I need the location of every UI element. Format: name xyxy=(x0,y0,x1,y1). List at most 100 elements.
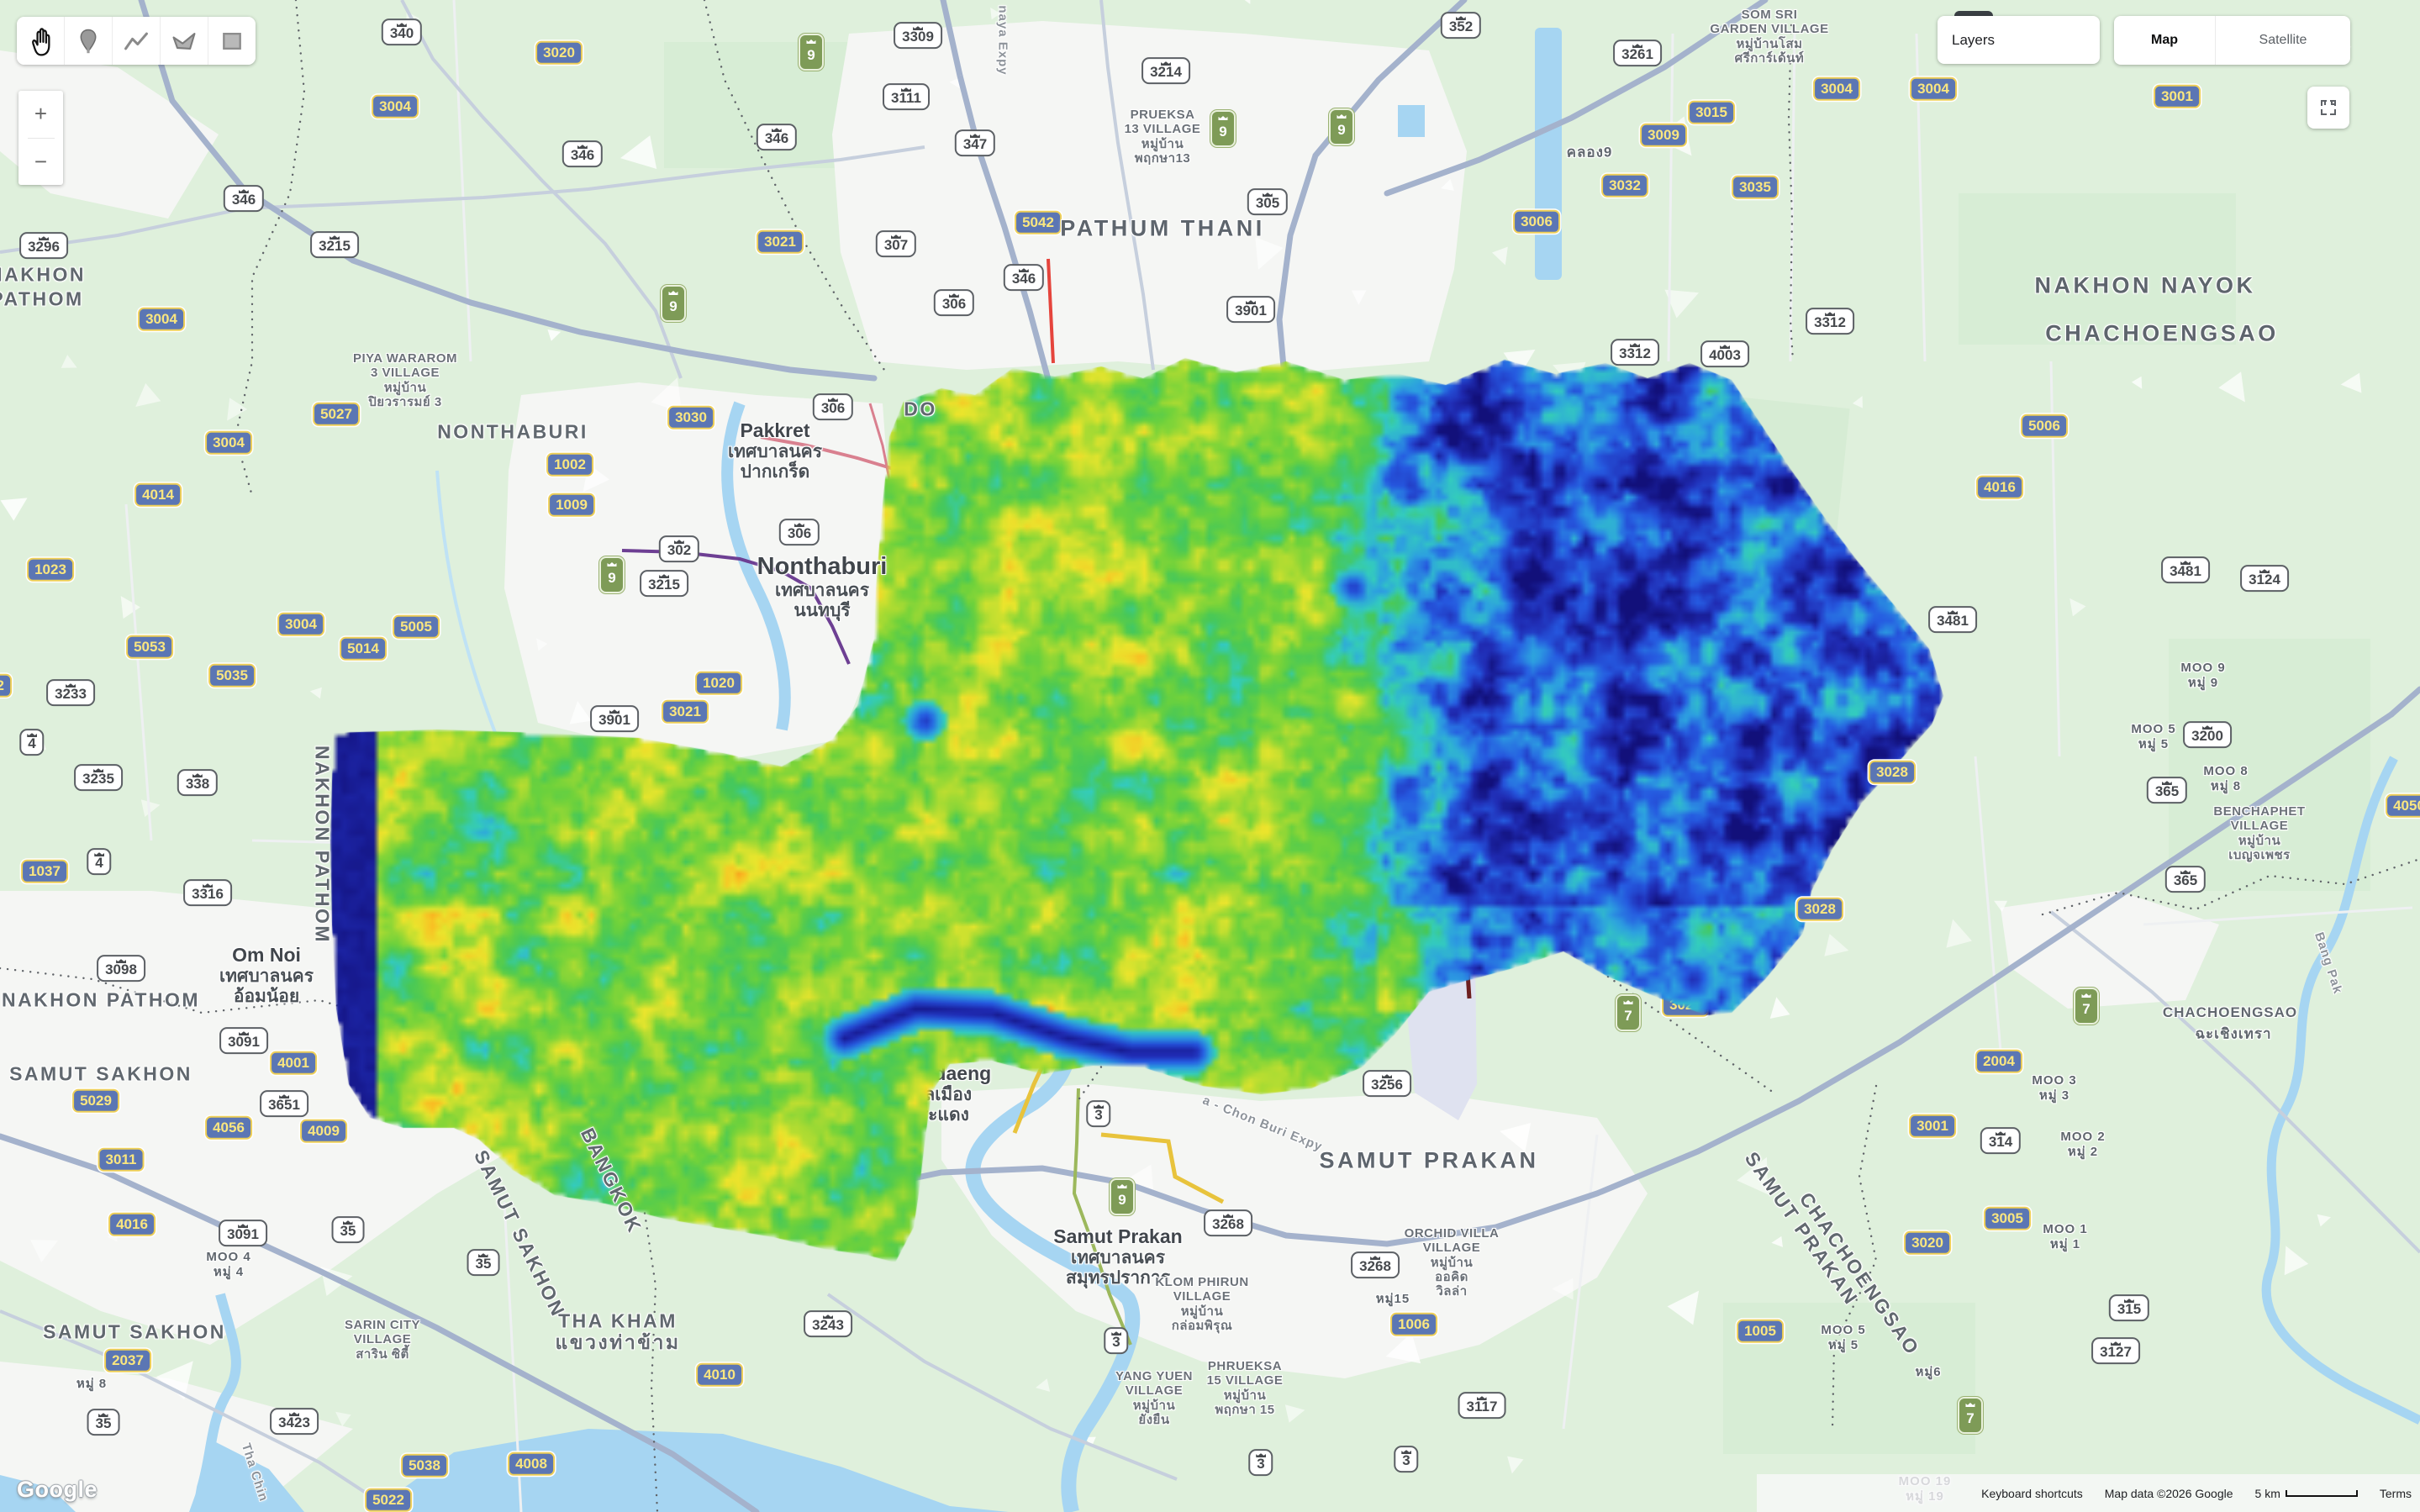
city-label-line: Pakkret xyxy=(740,419,810,441)
city-label-line: เทศบาลนคร xyxy=(219,967,314,986)
route-shield-highway: 3235 xyxy=(74,764,123,791)
province-label: คลอง9 xyxy=(1566,144,1613,161)
route-shield-blue: 3035 xyxy=(1732,175,1779,200)
village-label-line: สาริน ซิตี้ xyxy=(356,1346,409,1362)
moo-label: MOO 4 หมู่ 4 xyxy=(206,1250,250,1280)
province-label: SAMUT SAKHON xyxy=(43,1320,226,1343)
hand-tool-button[interactable] xyxy=(17,17,65,65)
village-label-line: ยังยืน xyxy=(1138,1412,1170,1427)
city-label-line: เทศบาลนคร xyxy=(774,581,870,600)
route-shield-blue: 3001 xyxy=(1909,1114,1956,1139)
moo-label-line: หมู่ 4 xyxy=(213,1265,245,1279)
map-type-satellite-button[interactable]: Satellite xyxy=(2259,33,2307,47)
route-shield-blue: 5027 xyxy=(313,402,360,427)
route-shield-highway: 314 xyxy=(1980,1127,2022,1154)
city-label: Nonthaburi เทศบาลนคร นนทบุรี xyxy=(757,553,888,621)
route-shield-highway: 3127 xyxy=(2091,1337,2140,1364)
moo-label-line: MOO 8 xyxy=(2203,764,2249,778)
route-shield-blue: 1002 xyxy=(546,452,593,477)
village-label-line: BENCHAPHET xyxy=(2213,804,2306,819)
route-shield-highway: 3215 xyxy=(640,570,688,597)
village-label-line: หมู่บ้าน xyxy=(2238,833,2281,848)
route-shield-highway: 365 xyxy=(2164,866,2206,893)
route-shield-blue: 5053 xyxy=(126,635,173,660)
city-label-line: เทศบาลนคร xyxy=(1070,1248,1166,1267)
polygon-tool-button[interactable] xyxy=(161,17,208,65)
route-shield-blue: 1037 xyxy=(21,859,68,884)
village-label: ORCHID VILLA VILLAGE หมู่บ้าน ออคิด วิลล่า xyxy=(1405,1226,1500,1299)
province-label: NAKHON PATHOM xyxy=(1,988,201,1011)
route-shield-highway: 347 xyxy=(954,129,996,156)
route-shield-highway: 346 xyxy=(223,185,265,212)
village-label-line: VILLAGE xyxy=(1422,1241,1481,1256)
moo-label: MOO 5 หมู่ 5 xyxy=(2131,722,2175,752)
moo-label: MOO 1 หมู่ 1 xyxy=(2043,1222,2087,1252)
province-label: แขวงท่าข้าม xyxy=(555,1331,681,1353)
moo-label-line: หมู่ 5 xyxy=(1827,1338,1859,1352)
route-shield-blue: 3028 xyxy=(1869,760,1916,785)
route-shield-blue: 4009 xyxy=(300,1119,347,1144)
city-label-line: เทศบาลนคร xyxy=(727,442,823,461)
moo-label-line: MOO 5 xyxy=(1821,1323,1866,1337)
route-shield-blue: 3020 xyxy=(1904,1230,1951,1256)
route-shield-blue: 3004 xyxy=(277,612,324,637)
rectangle-tool-button[interactable] xyxy=(208,17,256,65)
terms-link[interactable]: Terms xyxy=(2379,1486,2412,1500)
zoom-out-button[interactable]: − xyxy=(34,148,48,174)
moo-label-line: MOO 1 xyxy=(2043,1222,2088,1236)
zoom-in-button[interactable]: + xyxy=(34,101,48,127)
map-type-map-button[interactable]: Map xyxy=(2114,16,2216,65)
route-shield-blue: 3005 xyxy=(1984,1206,2031,1231)
scale-line xyxy=(2285,1489,2358,1497)
route-shield-highway: 306 xyxy=(778,519,820,545)
route-shield-blue: 3004 xyxy=(138,307,185,332)
village-label: KLOM PHIRUN VILLAGE หมู่บ้าน กล่อมพิรุณ xyxy=(1155,1275,1248,1333)
marker-tool-button[interactable] xyxy=(65,17,113,65)
route-shield-highway: 3481 xyxy=(2161,556,2210,583)
route-shield-highway: 346 xyxy=(562,140,604,167)
route-shield-highway: 35 xyxy=(331,1216,365,1243)
route-shield-blue: 1020 xyxy=(695,671,742,696)
route-shield-blue: 3032 xyxy=(1601,173,1648,198)
rectangle-icon xyxy=(223,32,241,50)
city-label-line: Om Noi xyxy=(232,944,301,966)
road-name-label: a - Chon Buri Expy xyxy=(1200,1093,1325,1155)
route-shield-highway: 302 xyxy=(658,535,700,562)
village-label-line: หมู่บ้าน xyxy=(1141,136,1184,151)
route-shield-blue: 3004 xyxy=(205,430,252,456)
route-shield-blue: 5029 xyxy=(72,1088,119,1114)
route-shield-highway: 3309 xyxy=(894,22,942,49)
province-label: SAMUT PRAKAN xyxy=(1319,1147,1539,1173)
moo-label-line: หมู่ 9 xyxy=(2187,676,2219,690)
route-shield-blue: 4010 xyxy=(696,1362,743,1388)
moo-label: MOO 5 หมู่ 5 xyxy=(1821,1323,1865,1353)
village-label: YANG YUEN VILLAGE หมู่บ้าน ยังยืน xyxy=(1115,1369,1193,1427)
route-shield-highway: 3256 xyxy=(1363,1070,1411,1097)
route-shield-blue: 4001 xyxy=(270,1051,317,1076)
route-shield-blue: 3030 xyxy=(667,405,714,430)
polyline-tool-button[interactable] xyxy=(113,17,161,65)
route-shield-motorway: 7 xyxy=(1616,994,1641,1031)
village-label-line: พฤกษา 15 xyxy=(1215,1402,1275,1417)
moo-label: MOO 8 หมู่ 8 xyxy=(2203,764,2248,794)
village-label-line: เบญจเพชร xyxy=(2228,847,2291,862)
route-shield-blue: 1009 xyxy=(548,493,595,518)
moo-label-line: หมู่ 2 xyxy=(2067,1145,2099,1159)
fullscreen-button[interactable] xyxy=(2307,87,2349,129)
route-shield-motorway: 9 xyxy=(1110,1178,1135,1215)
layers-panel[interactable]: Layers xyxy=(1938,16,2100,64)
route-shield-highway: 3233 xyxy=(46,679,95,706)
village-label-line: 15 VILLAGE xyxy=(1206,1373,1284,1388)
google-logo[interactable]: Google xyxy=(17,1477,98,1502)
route-shield-highway: 3091 xyxy=(219,1027,268,1054)
route-shield-highway: 305 xyxy=(1247,188,1289,215)
road-name-label: Bang Pak xyxy=(2312,930,2345,996)
village-label-line: GARDEN VILLAGE xyxy=(1710,22,1829,37)
route-shield-highway: 3 xyxy=(1248,1449,1273,1476)
moo-label-line: MOO 5 xyxy=(2131,722,2176,736)
route-shield-highway: 3901 xyxy=(1226,296,1275,323)
keyboard-shortcuts-link[interactable]: Keyboard shortcuts xyxy=(1981,1486,2083,1500)
route-shield-highway: 3124 xyxy=(2240,565,2289,592)
